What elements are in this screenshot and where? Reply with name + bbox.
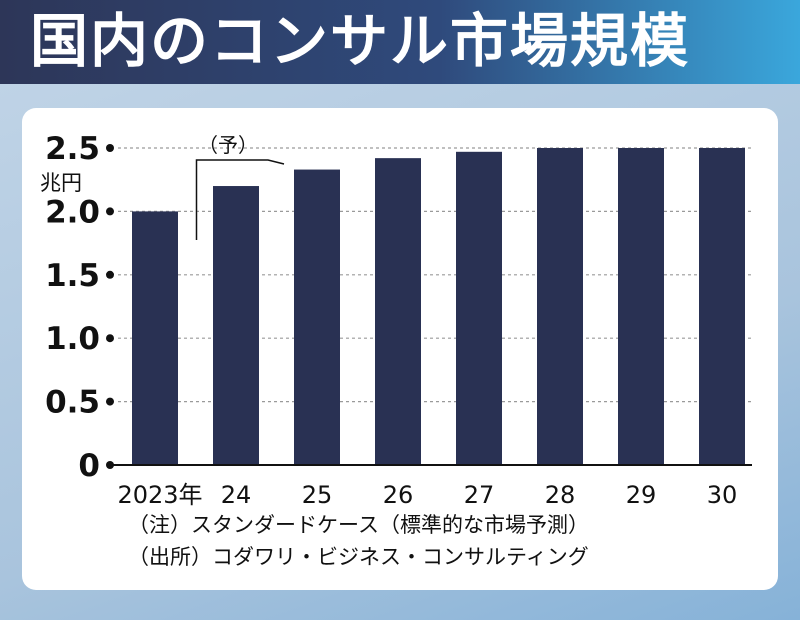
bar <box>456 151 502 465</box>
y-tick-label: 0.5 <box>45 385 100 421</box>
y-tick-label: 2.5 <box>45 131 100 167</box>
bar <box>618 148 664 465</box>
x-tick-label: 27 <box>464 481 495 509</box>
x-axis: 2023年 24 25 26 27 28 29 30 <box>117 481 737 509</box>
x-tick-label: 2023年 <box>117 481 202 509</box>
y-tick-label: 1.5 <box>45 258 100 294</box>
y-tick-label: 0 <box>78 448 100 484</box>
forecast-bracket <box>195 159 285 240</box>
bar <box>294 169 340 465</box>
bar <box>132 211 178 465</box>
y-tick-dot <box>106 144 114 152</box>
x-tick-label: 29 <box>626 481 657 509</box>
page-title: 国内のコンサル市場規模 <box>30 7 691 75</box>
header-banner: 国内のコンサル市場規模 <box>0 0 800 84</box>
x-tick-label: 30 <box>707 481 738 509</box>
bar <box>213 186 259 466</box>
y-tick-dot <box>106 334 114 343</box>
x-tick-label: 25 <box>302 481 333 509</box>
x-tick-label: 28 <box>545 481 576 509</box>
y-tick-dot <box>106 270 114 279</box>
forecast-annotation: （予） <box>195 133 285 240</box>
forecast-label: （予） <box>198 133 258 157</box>
y-tick-dot <box>106 397 114 406</box>
y-tick-label: 1.0 <box>45 321 100 357</box>
y-axis: 0 0.5 1.0 1.5 2.0 2.5 <box>45 131 752 484</box>
y-tick-dot <box>106 207 114 216</box>
y-tick-label: 2.0 <box>45 194 100 230</box>
chart-note: （注）スタンダードケース（標準的な市場予測） <box>128 513 589 537</box>
bar <box>537 148 583 465</box>
bar <box>699 148 745 465</box>
bar <box>375 158 421 466</box>
x-tick-label: 26 <box>383 481 414 509</box>
y-unit-label: 兆円 <box>40 171 82 195</box>
x-tick-label: 24 <box>221 481 252 509</box>
bars <box>132 148 745 466</box>
chart-source: （出所）コダワリ・ビジネス・コンサルティング <box>128 545 589 569</box>
